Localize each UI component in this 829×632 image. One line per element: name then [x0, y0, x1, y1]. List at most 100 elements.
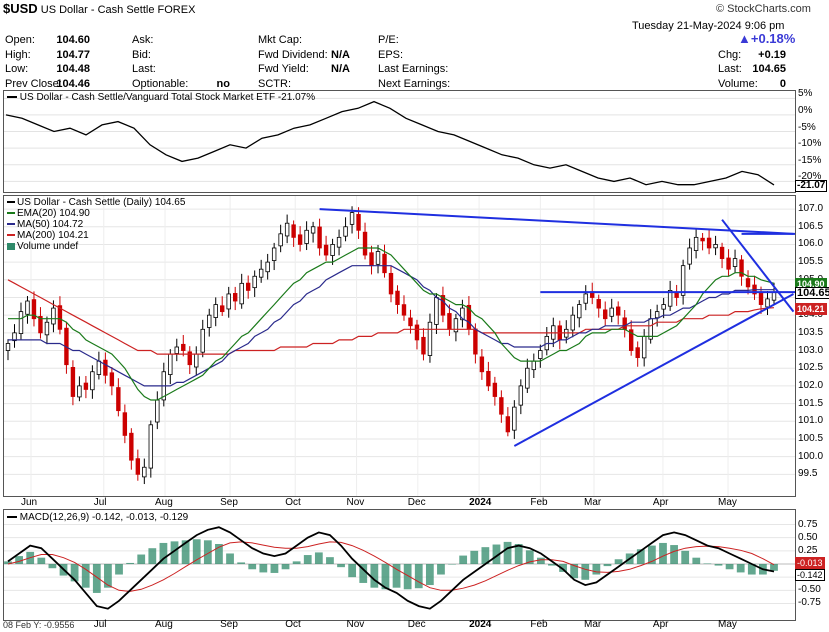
candle-body — [765, 298, 770, 308]
relative-chart — [4, 97, 795, 186]
candle-body — [304, 229, 309, 244]
candle-body — [693, 236, 699, 251]
candle-body — [395, 290, 400, 305]
trendline — [513, 293, 794, 447]
x-tick-label: May — [718, 619, 737, 630]
candle-body — [447, 313, 452, 330]
histogram-bar — [215, 544, 223, 564]
header-title: $USD US Dollar - Cash Settle FOREX — [3, 2, 195, 17]
legend-text: Volume undef — [17, 241, 79, 252]
quote-value: +0.19 — [758, 48, 786, 61]
price-chart — [4, 196, 795, 496]
histogram-bar — [503, 541, 512, 564]
quote-label: Fwd Dividend: — [258, 48, 328, 61]
histogram-bar — [747, 564, 756, 575]
candle-body — [609, 307, 614, 317]
candle-body — [245, 282, 251, 291]
histogram-bar — [703, 563, 712, 564]
x-tick-label: May — [718, 497, 737, 508]
histogram-bar — [137, 554, 146, 564]
histogram-bar — [714, 564, 723, 566]
pct-change-value: +0.18% — [750, 31, 796, 46]
candle-body — [271, 247, 277, 261]
candle-body — [213, 304, 218, 318]
histogram-bar — [4, 561, 12, 564]
histogram-bar — [237, 562, 246, 564]
histogram-bar — [437, 564, 445, 575]
y-tick-label: 5% — [798, 88, 813, 100]
macd-panel: MACD(12,26,9) -0.142, -0.013, -0.129 — [3, 509, 796, 621]
candle-body — [512, 406, 517, 431]
histogram-bar — [570, 564, 579, 579]
histogram-bar — [115, 564, 123, 575]
quote-value: 104.60 — [56, 34, 90, 46]
candle-body — [401, 304, 407, 316]
candle-body — [155, 399, 160, 423]
candle-body — [25, 300, 30, 315]
quote-label: Mkt Cap: — [258, 34, 303, 46]
candle-body — [252, 275, 257, 289]
trendline — [319, 208, 794, 235]
instrument-name: US Dollar - Cash Settle — [40, 4, 155, 16]
candle-body — [687, 247, 692, 265]
candle-body — [473, 328, 478, 355]
x-tick-label: Jun — [20, 497, 38, 508]
histogram-bar — [170, 541, 179, 564]
signal-line — [7, 541, 775, 592]
candle-body — [57, 305, 63, 330]
candle-body — [265, 261, 270, 273]
line-swatch-icon — [7, 201, 15, 204]
legend-text: US Dollar - Cash Settle (Daily) 104.65 — [17, 197, 186, 208]
histogram-bar — [481, 547, 490, 564]
quote-label: Ask: — [132, 34, 154, 46]
candle-body — [226, 293, 231, 310]
histogram-bar — [770, 564, 778, 571]
quote-label: Fwd Yield: — [258, 63, 309, 75]
quote-value: N/A — [331, 48, 350, 61]
y-tick-label: 100.0 — [798, 450, 824, 462]
candle-body — [109, 372, 115, 387]
y-tick-label: 99.5 — [798, 468, 818, 480]
histogram-bar — [226, 553, 234, 564]
legend-entry: US Dollar - Cash Settle (Daily) 104.65 — [7, 197, 185, 208]
candle-body — [680, 265, 686, 296]
candle-body — [135, 458, 141, 475]
y-tick-label: 0.25 — [798, 544, 818, 556]
y-tick-label: 0.75 — [798, 518, 818, 530]
histogram-bar — [681, 550, 690, 564]
candle-body — [103, 359, 108, 376]
candle-body — [310, 226, 316, 234]
histogram-bar — [270, 564, 279, 573]
candle-body — [408, 317, 413, 327]
legend-text: MA(50) 104.72 — [17, 219, 84, 230]
price-tag: 104.65 — [795, 287, 829, 300]
y-tick-label: 0% — [798, 104, 813, 116]
candle-body — [427, 321, 433, 356]
histogram-bar — [725, 564, 734, 570]
candle-body — [258, 268, 264, 278]
quote-label: Prev Close: — [5, 77, 62, 90]
last-value-tag: -21.07 — [795, 179, 828, 192]
histogram-bar — [392, 564, 401, 588]
line-swatch-icon — [7, 516, 17, 519]
quote-label: EPS: — [378, 48, 404, 61]
histogram-bar — [381, 564, 390, 590]
y-tick-label: 101.0 — [798, 415, 824, 427]
candle-body — [129, 432, 134, 461]
y-tick-label: 107.0 — [798, 203, 824, 215]
relative-line — [5, 100, 775, 186]
y-tick-label: 0.50 — [798, 531, 818, 543]
histogram-bar — [559, 564, 567, 572]
candle-body — [453, 318, 459, 333]
candle-body — [77, 385, 82, 398]
candle-body — [343, 226, 348, 237]
ema20-line — [8, 247, 775, 401]
histogram-bar — [15, 556, 23, 564]
candle-body — [369, 252, 374, 267]
quote-label: Optionable: — [132, 77, 189, 90]
candle-body — [719, 246, 725, 259]
candle-body — [44, 321, 50, 336]
candle-body — [194, 353, 199, 368]
histogram-bar — [314, 552, 323, 564]
candle-body — [323, 244, 329, 256]
